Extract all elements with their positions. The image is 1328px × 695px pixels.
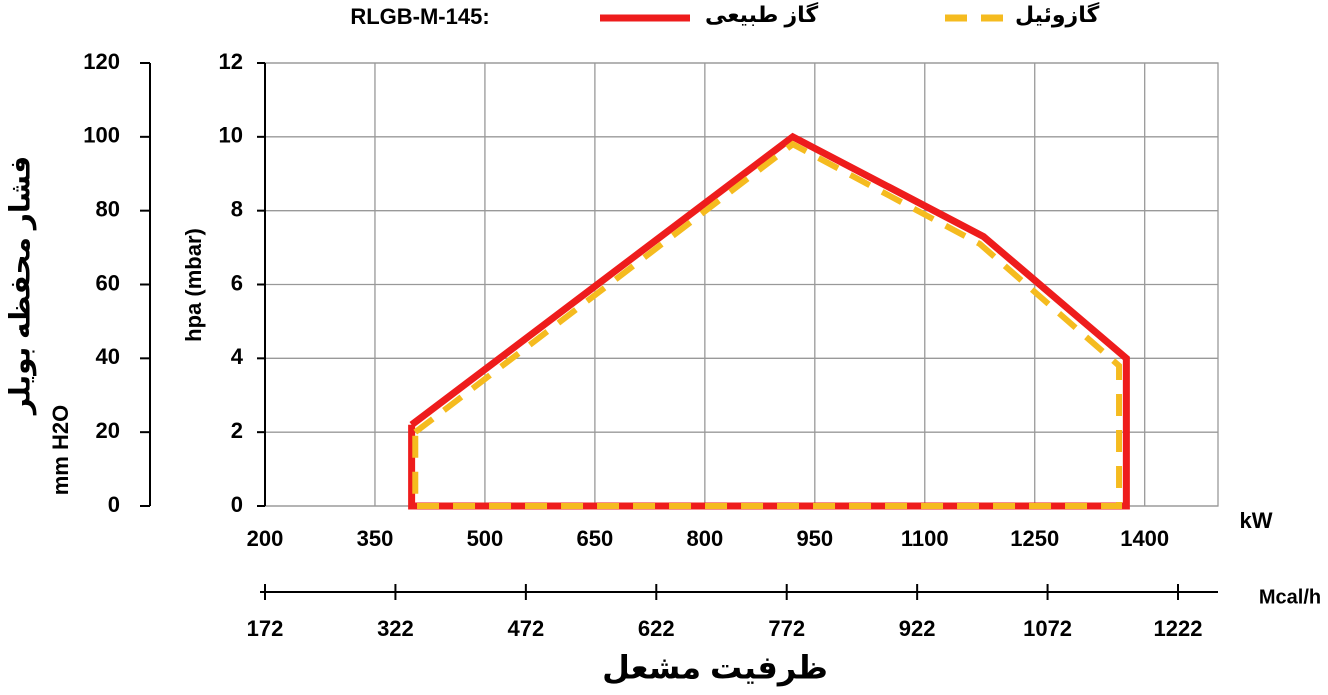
series-line xyxy=(408,132,1130,510)
legend-label: گازوئیل xyxy=(1015,1,1099,28)
y-tick-label: 2 xyxy=(231,418,243,443)
x-tick-label: 1400 xyxy=(1120,526,1169,551)
y-tick-label: 0 xyxy=(231,492,243,517)
x-tick-label: 500 xyxy=(467,526,504,551)
y-tick-label: 6 xyxy=(231,270,243,295)
x-tick-label: 1100 xyxy=(901,526,949,551)
x2-tick-label: 622 xyxy=(638,616,675,641)
x2-tick-label: 922 xyxy=(899,616,936,641)
chart-title: RLGB-M-145: xyxy=(350,4,489,29)
y2-tick-label: 20 xyxy=(96,418,120,443)
y2-tick-label: 60 xyxy=(96,270,120,295)
legend-label: گاز طبیعی xyxy=(705,1,818,27)
series-line xyxy=(412,140,1123,509)
y-tick-label: 12 xyxy=(219,49,243,74)
x-tick-label: 350 xyxy=(357,526,394,551)
y2-tick-label: 120 xyxy=(83,49,120,74)
x2-tick-label: 1222 xyxy=(1154,616,1203,641)
y2-tick-label: 80 xyxy=(96,196,120,221)
x2-axis-unit: Mcal/h xyxy=(1259,586,1321,608)
x-tick-label: 950 xyxy=(796,526,833,551)
y-axis-label: hpa (mbar) xyxy=(181,228,206,342)
x-tick-label: 650 xyxy=(577,526,614,551)
y2-tick-label: 100 xyxy=(83,123,120,148)
y2-tick-label: 40 xyxy=(96,344,120,369)
x2-tick-label: 172 xyxy=(247,616,284,641)
y-tick-label: 10 xyxy=(219,123,243,148)
y-tick-label: 8 xyxy=(231,196,243,221)
x2-tick-label: 772 xyxy=(768,616,805,641)
x2-tick-label: 472 xyxy=(507,616,544,641)
x-axis-label: ظرفیت مشعل xyxy=(602,649,828,686)
y-tick-label: 4 xyxy=(231,344,244,369)
x-tick-label: 800 xyxy=(686,526,723,551)
x-tick-label: 1250 xyxy=(1010,526,1059,551)
x-axis-unit: kW xyxy=(1240,508,1273,533)
x2-tick-label: 322 xyxy=(377,616,414,641)
y2-tick-label: 0 xyxy=(108,492,120,517)
y2-axis-unit: mm H2O xyxy=(48,405,73,495)
y2-axis-label: فشار محفظه بویلر xyxy=(4,156,36,416)
x-tick-label: 200 xyxy=(247,526,284,551)
x2-tick-label: 1072 xyxy=(1023,616,1072,641)
